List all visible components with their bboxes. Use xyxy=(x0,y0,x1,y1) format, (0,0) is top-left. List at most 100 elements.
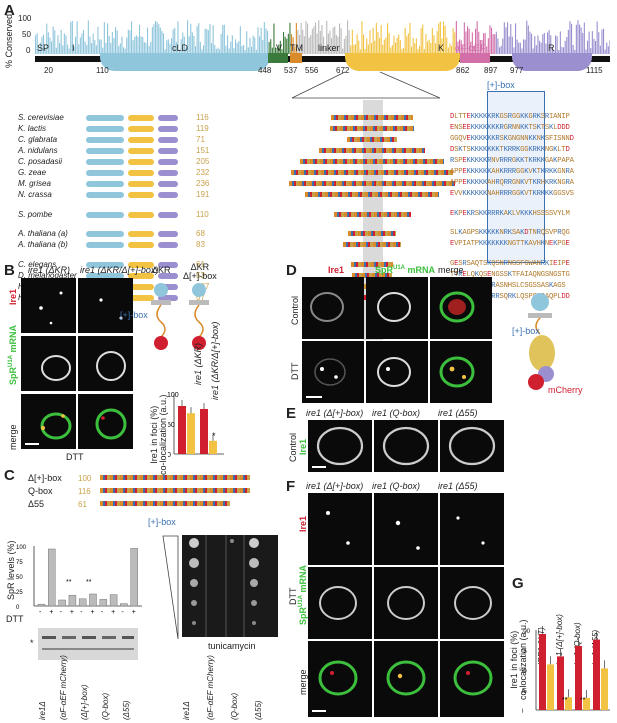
conservation-bar xyxy=(230,41,232,54)
conservation-bar xyxy=(89,36,91,54)
species-kinase-block xyxy=(128,137,154,143)
f-micro-3 xyxy=(440,493,504,565)
conservation-bar xyxy=(292,37,294,54)
d-micro-features xyxy=(306,291,475,398)
species-sequence: EVPIATPKKKKKKKNGTTKAVHKNEKPGE xyxy=(450,240,570,248)
conservation-bar xyxy=(550,35,552,54)
conservation-bar xyxy=(524,39,526,54)
conservation-bar xyxy=(515,23,517,54)
d-micro-2 xyxy=(366,277,428,339)
conservation-bar xyxy=(111,31,113,54)
conservation-bar xyxy=(63,33,65,54)
conservation-bar xyxy=(476,21,478,54)
conservation-bar xyxy=(443,21,445,54)
conservation-bar xyxy=(225,45,227,54)
conservation-bar xyxy=(67,44,69,54)
d-micro-4 xyxy=(302,341,364,403)
pos-1115: 1115 xyxy=(586,66,603,75)
conservation-bar xyxy=(268,41,270,54)
conservation-bar xyxy=(473,46,475,54)
conservation-bar xyxy=(555,35,557,54)
species-kinase-block xyxy=(128,284,154,290)
conservation-bar xyxy=(587,40,589,54)
conservation-bar xyxy=(83,29,85,54)
species-cld-block xyxy=(86,148,124,154)
conservation-bar xyxy=(249,37,251,54)
panel-label-f: F xyxy=(286,478,296,495)
conservation-bar xyxy=(347,20,349,54)
f-col1: ire1 (Δ[+]-box) xyxy=(306,481,364,491)
conservation-bar xyxy=(271,47,273,54)
domain-r xyxy=(512,53,592,71)
e-row-control: Control xyxy=(288,432,298,462)
conservation-bar xyxy=(291,34,293,54)
conservation-bar xyxy=(35,35,37,54)
conservation-bar xyxy=(499,47,501,54)
conservation-bar xyxy=(81,33,83,54)
species-sequence: GESRSAQTSKQSNRNGSFGWANRKIEIPE xyxy=(450,260,570,268)
conservation-bar xyxy=(79,37,81,54)
conservation-bar xyxy=(43,34,45,54)
species-sequence: EKPEKRSKKRRRKAKLVKKKHSSSSVYLM xyxy=(450,210,570,218)
conservation-bar xyxy=(123,47,125,54)
species-linker-strip xyxy=(289,181,455,186)
label-r: R xyxy=(548,43,555,53)
conservation-bar xyxy=(324,47,326,54)
d-row-control: Control xyxy=(290,295,300,325)
conservation-bar xyxy=(595,41,597,54)
conservation-bar xyxy=(607,46,609,54)
b-bar xyxy=(178,406,186,454)
c-significance: ** xyxy=(66,579,72,586)
e-row-ire1: Ire1 xyxy=(298,438,308,455)
conservation-bar xyxy=(65,35,67,54)
c-dtt-tick: - xyxy=(60,609,63,615)
conservation-bar xyxy=(564,40,566,54)
conservation-bar xyxy=(363,34,365,54)
conservation-bar xyxy=(132,40,134,54)
species-linker-strip xyxy=(350,262,394,267)
conservation-bar xyxy=(209,23,211,54)
conservation-bar xyxy=(479,39,481,54)
conservation-bar xyxy=(59,42,61,54)
conservation-bar xyxy=(127,29,129,54)
conservation-bar xyxy=(91,43,93,54)
species-kinase-block xyxy=(128,192,154,198)
conservation-bar xyxy=(148,46,150,54)
d-mcherry-label: mCherry xyxy=(548,385,583,395)
conservation-bar xyxy=(313,26,315,54)
species-sequence: EVVKKKKKKNAHRRRGGKVTKRKKKGGSVS xyxy=(450,190,574,198)
conservation-bar xyxy=(163,33,165,54)
conservation-bar xyxy=(500,45,502,54)
species-cld-block xyxy=(86,212,124,218)
conservation-bar xyxy=(161,30,163,54)
conservation-bar xyxy=(366,38,368,54)
b-cartoons xyxy=(151,283,209,350)
species-linker-length: 68 xyxy=(196,229,205,238)
pos-448: 448 xyxy=(258,66,272,75)
c-bar xyxy=(89,593,97,607)
conservation-bar xyxy=(518,42,520,54)
species-rnase-block xyxy=(158,242,178,248)
conservation-bar xyxy=(516,39,518,54)
conservation-bar xyxy=(153,24,155,54)
conservation-bar xyxy=(332,27,334,54)
c-bar xyxy=(120,603,128,607)
conservation-bar xyxy=(486,46,488,54)
c-dtt-tick: + xyxy=(70,609,74,615)
f-row-merge: merge xyxy=(298,669,308,695)
species-cld-block xyxy=(86,273,124,279)
conservation-bar xyxy=(425,33,427,54)
conservation-bar xyxy=(212,25,214,54)
panel-label-g: G xyxy=(512,575,524,592)
conservation-bar xyxy=(137,36,139,54)
conservation-bar xyxy=(542,34,544,54)
conservation-bar xyxy=(505,27,507,54)
conservation-bar xyxy=(107,23,109,54)
label-i: I xyxy=(72,43,75,53)
species-cld-block xyxy=(86,231,124,237)
c-tunicamycin: tunicamycin xyxy=(208,641,256,651)
species-sequence: APPEKKKKKKAHKRRRGGKVKTKRKKGNRA xyxy=(450,168,574,176)
c-western-blot xyxy=(38,628,138,660)
conservation-bar xyxy=(604,49,606,54)
conservation-bar xyxy=(407,33,409,54)
